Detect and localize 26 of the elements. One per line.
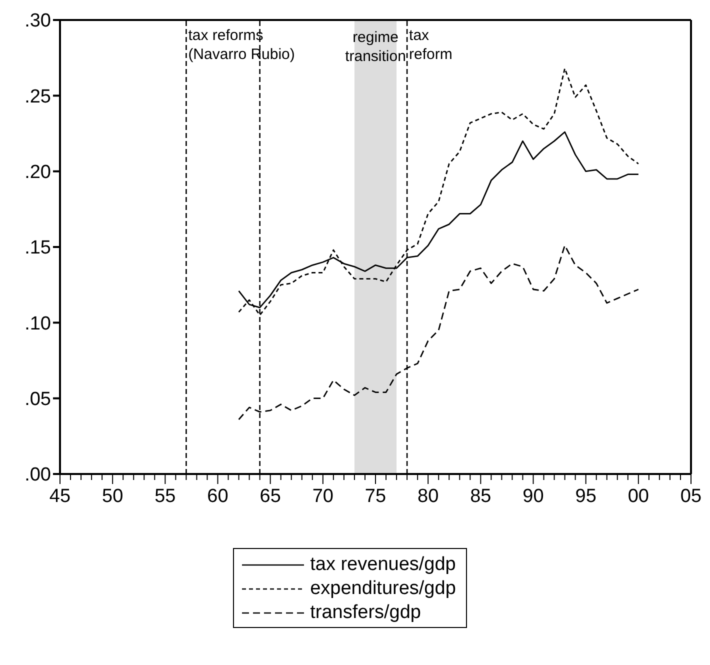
ref-line-label: tax reform (409, 27, 452, 63)
x-tick-label: 55 (154, 486, 176, 507)
y-tick-label: .00 (24, 464, 51, 486)
y-tick-label: .05 (24, 389, 51, 410)
x-tick-label: 00 (628, 486, 649, 507)
band-label: regime transition (345, 29, 406, 65)
y-tick-label: .10 (24, 313, 51, 334)
legend-label: transfers/gdp (310, 602, 422, 624)
legend-label: tax revenues/gdp (310, 554, 456, 576)
x-tick-label: 50 (102, 486, 124, 507)
x-tick-label: 65 (260, 486, 281, 507)
ref-line-label: tax reforms (Navarro Rubio) (188, 27, 295, 63)
x-tick-label: 95 (575, 486, 596, 507)
x-tick-label: 60 (207, 486, 228, 507)
legend-label: expenditures/gdp (310, 578, 456, 600)
y-tick-label: .15 (24, 238, 51, 259)
x-tick-label: 45 (49, 486, 71, 507)
x-tick-label: 75 (364, 486, 386, 507)
x-tick-label: 80 (418, 486, 439, 507)
y-tick-label: .25 (24, 86, 51, 108)
y-tick-label: .30 (24, 10, 51, 32)
x-tick-label: 05 (680, 486, 702, 507)
x-tick-label: 70 (312, 486, 334, 507)
x-tick-label: 85 (470, 486, 492, 507)
x-tick-label: 90 (522, 486, 544, 507)
y-tick-label: .20 (24, 162, 51, 184)
